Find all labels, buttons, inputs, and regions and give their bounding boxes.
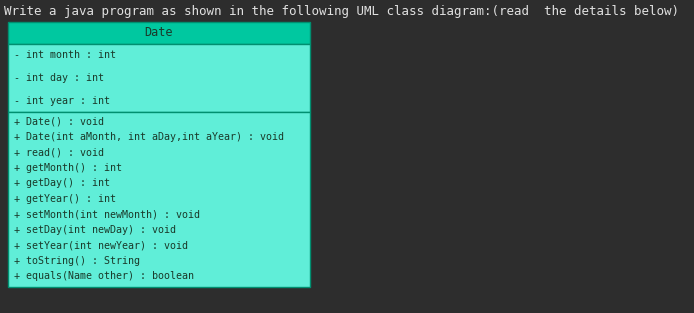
Text: + toString() : String: + toString() : String	[14, 256, 140, 266]
Text: + getDay() : int: + getDay() : int	[14, 178, 110, 188]
Text: + equals(Name other) : boolean: + equals(Name other) : boolean	[14, 271, 194, 281]
Text: + getMonth() : int: + getMonth() : int	[14, 163, 122, 173]
Bar	[8, 112, 310, 287]
Text: + read() : void: + read() : void	[14, 147, 104, 157]
Bar	[8, 44, 310, 112]
Text: - int year : int: - int year : int	[14, 96, 110, 106]
Text: + Date(int aMonth, int aDay,int aYear) : void: + Date(int aMonth, int aDay,int aYear) :…	[14, 132, 284, 142]
Text: + setDay(int newDay) : void: + setDay(int newDay) : void	[14, 225, 176, 235]
Text: - int day : int: - int day : int	[14, 73, 104, 83]
Text: Date: Date	[145, 27, 174, 39]
Text: Write a java program as shown in the following UML class diagram:(read  the deta: Write a java program as shown in the fol…	[4, 5, 679, 18]
Text: + getYear() : int: + getYear() : int	[14, 194, 116, 204]
Text: - int month : int: - int month : int	[14, 50, 116, 60]
Text: + setYear(int newYear) : void: + setYear(int newYear) : void	[14, 240, 188, 250]
Text: + Date() : void: + Date() : void	[14, 116, 104, 126]
Bar	[8, 22, 310, 44]
Text: + setMonth(int newMonth) : void: + setMonth(int newMonth) : void	[14, 209, 200, 219]
